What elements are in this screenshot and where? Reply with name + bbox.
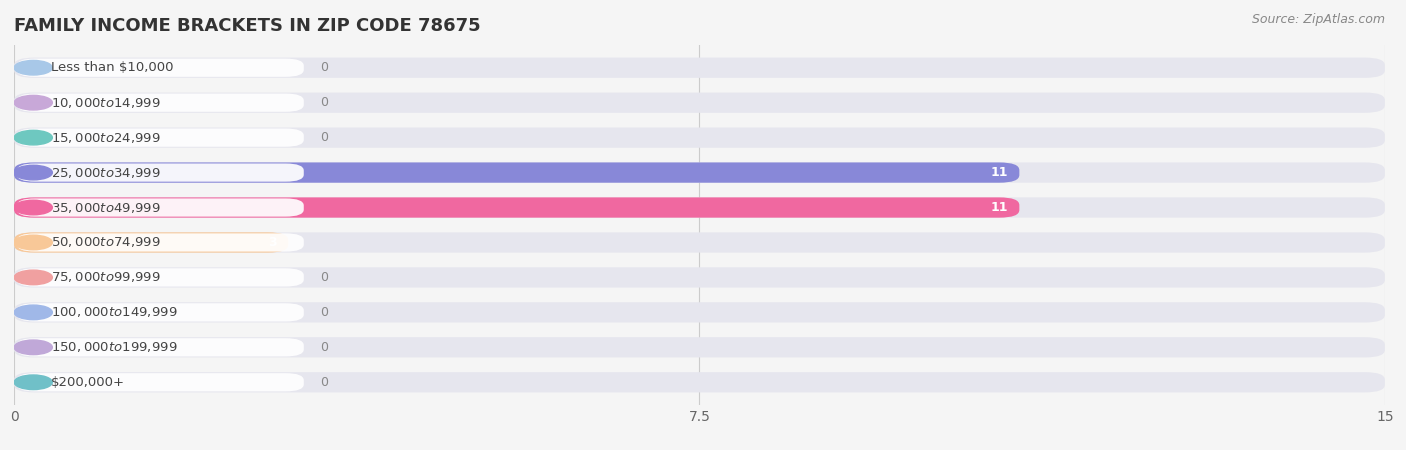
Text: 0: 0	[321, 341, 328, 354]
Circle shape	[14, 200, 52, 215]
Text: 0: 0	[321, 271, 328, 284]
Text: $15,000 to $24,999: $15,000 to $24,999	[51, 130, 160, 144]
Text: $100,000 to $149,999: $100,000 to $149,999	[51, 306, 177, 320]
FancyBboxPatch shape	[14, 58, 1385, 78]
FancyBboxPatch shape	[14, 232, 288, 252]
Text: 0: 0	[321, 376, 328, 389]
Text: 0: 0	[321, 306, 328, 319]
FancyBboxPatch shape	[17, 268, 304, 287]
Circle shape	[14, 235, 52, 250]
Text: 3: 3	[269, 236, 277, 249]
FancyBboxPatch shape	[14, 198, 1019, 218]
Text: $150,000 to $199,999: $150,000 to $199,999	[51, 340, 177, 354]
Text: 11: 11	[991, 166, 1008, 179]
Text: 0: 0	[321, 96, 328, 109]
FancyBboxPatch shape	[14, 198, 1385, 218]
FancyBboxPatch shape	[17, 163, 304, 182]
Circle shape	[14, 95, 52, 110]
FancyBboxPatch shape	[14, 302, 1385, 323]
FancyBboxPatch shape	[17, 303, 304, 321]
Text: Source: ZipAtlas.com: Source: ZipAtlas.com	[1251, 14, 1385, 27]
FancyBboxPatch shape	[14, 93, 1385, 113]
Text: 11: 11	[991, 201, 1008, 214]
Text: 0: 0	[321, 131, 328, 144]
Text: 0: 0	[321, 61, 328, 74]
Circle shape	[14, 305, 52, 320]
Text: $75,000 to $99,999: $75,000 to $99,999	[51, 270, 160, 284]
Text: $50,000 to $74,999: $50,000 to $74,999	[51, 235, 160, 249]
FancyBboxPatch shape	[14, 267, 1385, 288]
Text: $35,000 to $49,999: $35,000 to $49,999	[51, 201, 160, 215]
FancyBboxPatch shape	[17, 198, 304, 216]
FancyBboxPatch shape	[17, 129, 304, 147]
FancyBboxPatch shape	[14, 162, 1019, 183]
FancyBboxPatch shape	[17, 373, 304, 392]
Text: $10,000 to $14,999: $10,000 to $14,999	[51, 96, 160, 110]
FancyBboxPatch shape	[17, 234, 304, 252]
Circle shape	[14, 270, 52, 285]
FancyBboxPatch shape	[14, 127, 1385, 148]
FancyBboxPatch shape	[14, 337, 1385, 357]
Text: Less than $10,000: Less than $10,000	[51, 61, 173, 74]
Circle shape	[14, 130, 52, 145]
Text: $200,000+: $200,000+	[51, 376, 125, 389]
Circle shape	[14, 165, 52, 180]
Text: FAMILY INCOME BRACKETS IN ZIP CODE 78675: FAMILY INCOME BRACKETS IN ZIP CODE 78675	[14, 17, 481, 35]
FancyBboxPatch shape	[17, 338, 304, 356]
FancyBboxPatch shape	[14, 232, 1385, 252]
Circle shape	[14, 60, 52, 75]
Circle shape	[14, 375, 52, 390]
FancyBboxPatch shape	[17, 94, 304, 112]
FancyBboxPatch shape	[17, 58, 304, 77]
FancyBboxPatch shape	[14, 162, 1385, 183]
FancyBboxPatch shape	[14, 372, 1385, 392]
Text: $25,000 to $34,999: $25,000 to $34,999	[51, 166, 160, 180]
Circle shape	[14, 340, 52, 355]
